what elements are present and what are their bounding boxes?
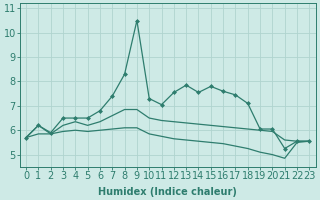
- X-axis label: Humidex (Indice chaleur): Humidex (Indice chaleur): [98, 187, 237, 197]
